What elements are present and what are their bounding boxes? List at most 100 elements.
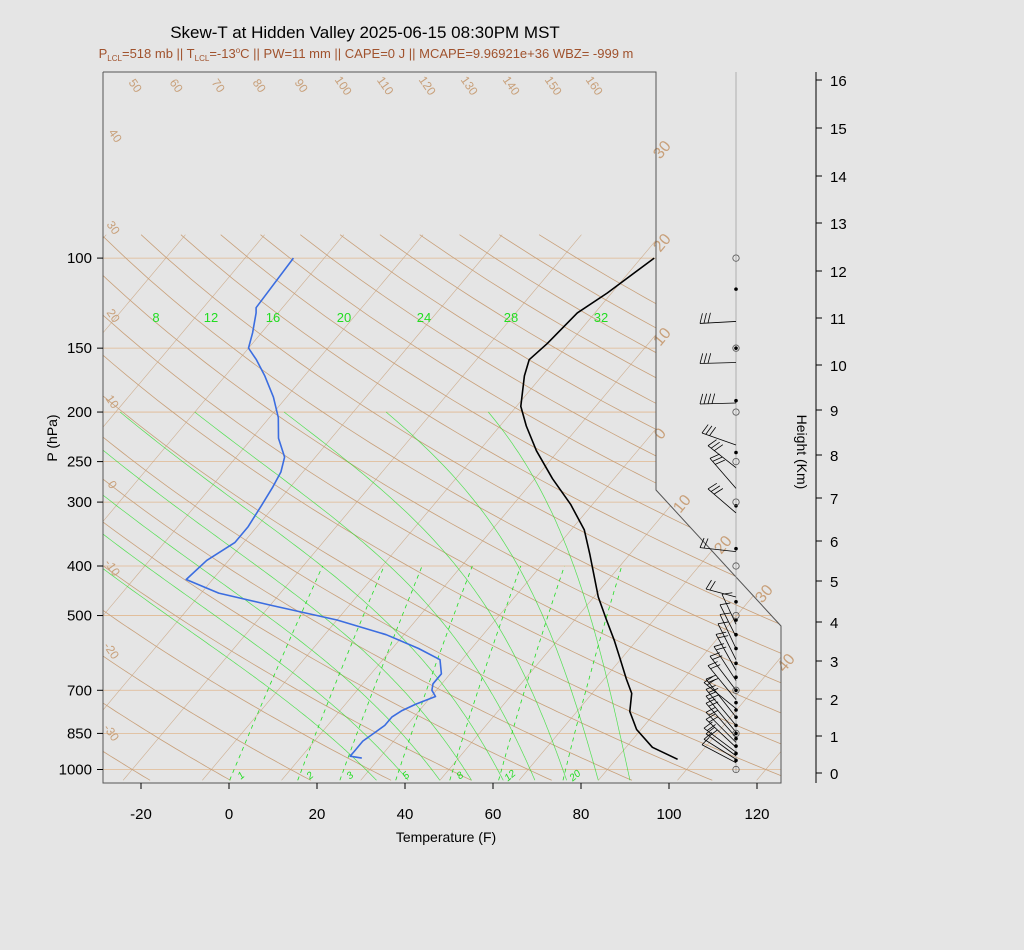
mixing-ratio-label: 28 — [504, 310, 518, 325]
height-tick-label: 0 — [830, 766, 838, 783]
isotherm-line — [756, 234, 781, 781]
y-tick-label: 400 — [67, 558, 92, 575]
wind-level-ring — [732, 686, 740, 694]
dry-adiabat-line — [103, 234, 781, 781]
wind-barb-feather — [703, 393, 708, 404]
wind-barb — [713, 646, 737, 681]
wind-barb — [703, 682, 737, 709]
wind-barb-feather — [703, 721, 713, 729]
mixing-ratio-line — [449, 565, 522, 781]
height-tick-label: 11 — [830, 311, 846, 328]
wind-barb — [709, 656, 737, 691]
moist-adiabat-label: 5 — [401, 770, 413, 782]
isotherm-line — [103, 234, 186, 781]
y-tick-label: 1000 — [59, 762, 92, 779]
moist-adiabat-label: 8 — [455, 770, 467, 782]
wind-barb — [705, 695, 737, 733]
wind-level-ring — [732, 729, 740, 738]
wind-level-ring — [732, 498, 740, 506]
wind-barb-feather — [707, 482, 718, 490]
wind-level-dot — [734, 450, 738, 455]
height-tick-label: 13 — [830, 216, 847, 233]
chart-title: Skew-T at Hidden Valley 2025-06-15 08:30… — [170, 23, 560, 42]
wind-barb — [709, 458, 737, 489]
wind-barb-feather — [719, 602, 731, 606]
moist-adiabat-line — [194, 411, 536, 781]
x-tick-label: 60 — [485, 806, 502, 823]
wind-barb-feather — [705, 707, 716, 713]
moist-adiabat-line — [103, 411, 409, 781]
wind-barb — [717, 623, 737, 660]
dry-adiabat-line — [103, 234, 713, 781]
wind-barb-feather — [717, 621, 729, 625]
wind-barb-feather — [699, 537, 705, 548]
wind-barb-feather — [705, 425, 713, 435]
moist-adiabat-label: 1 — [236, 770, 247, 782]
height-tick-label: 7 — [830, 491, 838, 508]
height-tick-label: 14 — [830, 169, 847, 186]
wind-barbs — [699, 72, 740, 774]
x-axis-label: Temperature (F) — [396, 829, 496, 845]
isotherm-line — [122, 234, 582, 781]
wind-barb-feather — [699, 353, 704, 364]
dry-adiabat-line — [103, 234, 781, 781]
mixing-ratio-label: 8 — [152, 310, 159, 325]
height-tick-label: 5 — [830, 574, 838, 591]
isotherm-line — [598, 234, 781, 781]
isotherm-line — [677, 234, 781, 781]
wind-level-dot — [734, 736, 738, 741]
wind-barb-feather — [711, 393, 716, 404]
wind-barb-feather — [709, 427, 717, 436]
wind-barb-feather — [717, 635, 729, 639]
wind-level-ring — [732, 344, 740, 352]
isobar-lines — [103, 257, 781, 770]
sounding-series — [185, 257, 678, 761]
wind-barb-feather — [710, 664, 721, 670]
wind-barb-feather — [701, 737, 710, 746]
mixing-ratio-line — [498, 565, 565, 781]
wind-level-dot — [734, 731, 738, 736]
moist-adiabat-line — [103, 411, 377, 781]
wind-barb-feather — [707, 393, 712, 404]
wind-barb-feather — [713, 488, 724, 495]
wind-barb-feather — [699, 313, 703, 324]
wind-barb — [699, 547, 737, 553]
moist-adiabat-line — [119, 411, 504, 781]
wind-barb — [699, 402, 737, 405]
wind-barb — [705, 588, 737, 598]
wind-barb — [707, 445, 737, 469]
dry-adiabat-line — [103, 234, 311, 781]
wind-barb — [705, 712, 737, 743]
height-tick-label: 2 — [830, 692, 838, 709]
dry-adiabat-line — [103, 234, 552, 781]
height-tick-label: 3 — [830, 654, 838, 671]
wind-level-ring — [732, 562, 740, 570]
y-axis: 100 150 200 250 300 400 500 700 850 1000 — [59, 250, 103, 779]
mixing-ratio-line — [339, 565, 423, 781]
wind-barb-feather — [714, 444, 724, 452]
mixing-ratio-line — [229, 565, 323, 781]
dry-adiabat-line — [140, 234, 781, 781]
wind-barb-feather — [705, 727, 715, 735]
x-tick-label: 80 — [573, 806, 590, 823]
wind-barb — [705, 719, 737, 748]
wind-barb-feather — [706, 724, 716, 731]
x-tick-label: 120 — [744, 806, 769, 823]
moist-adiabat-line — [283, 411, 567, 781]
wind-barb — [721, 594, 737, 625]
wind-level-dot — [734, 346, 738, 350]
plot-frame — [102, 71, 782, 784]
x-axis: -20 0 20 40 60 80 100 120 — [130, 783, 770, 823]
wind-level-dot — [734, 758, 738, 763]
wind-barb — [719, 604, 737, 637]
wind-barb-feather — [715, 459, 725, 465]
wind-barb-feather — [709, 580, 716, 591]
x-tick-label: -20 — [130, 806, 152, 823]
wind-barb — [705, 733, 737, 757]
wind-level-ring — [732, 254, 740, 262]
wind-level-dot — [734, 618, 738, 622]
wind-barb-feather — [709, 453, 720, 459]
moist-adiabat-label: 3 — [345, 770, 357, 782]
